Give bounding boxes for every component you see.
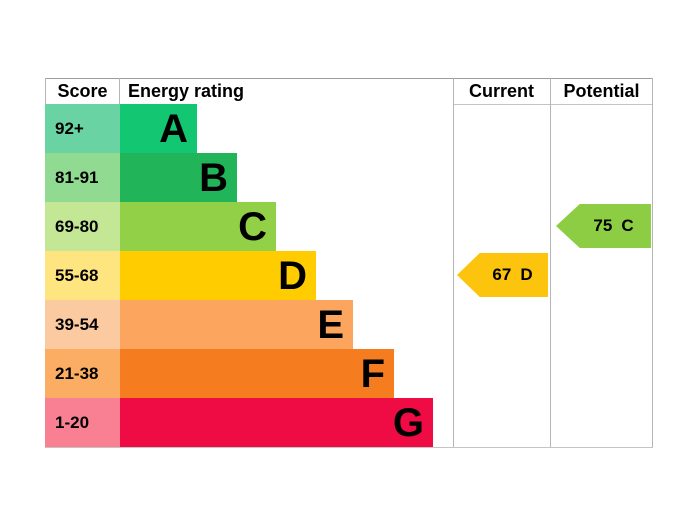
- score-column-divider: [119, 78, 120, 104]
- potential-column-divider: [550, 78, 551, 447]
- rating-bar-f: F: [120, 349, 394, 398]
- band-row-c: 69-80 C: [45, 202, 653, 251]
- score-range-b: 81-91: [45, 153, 120, 202]
- rating-letter-g: G: [392, 400, 424, 445]
- table-top-border: [45, 78, 653, 79]
- potential-score-value: 75: [593, 216, 613, 235]
- band-row-b: 81-91 B: [45, 153, 653, 202]
- current-rating-letter: D: [520, 265, 533, 284]
- header-energy-rating: Energy rating: [128, 81, 245, 101]
- rating-letter-b: B: [199, 155, 228, 200]
- rating-bar-a: A: [120, 104, 197, 153]
- score-range-a: 92+: [45, 104, 120, 153]
- header-current: Current: [468, 81, 534, 101]
- header-left-border: [45, 78, 46, 104]
- band-row-g: 1-20 G: [45, 398, 653, 447]
- rating-letter-c: C: [238, 204, 267, 249]
- band-row-f: 21-38 F: [45, 349, 653, 398]
- score-range-g: 1-20: [45, 398, 120, 447]
- band-row-a: 92+ A: [45, 104, 653, 153]
- score-range-e: 39-54: [45, 300, 120, 349]
- table-bottom-border: [45, 447, 653, 448]
- score-range-c: 69-80: [45, 202, 120, 251]
- rating-letter-d: D: [278, 253, 307, 298]
- rating-bar-e: E: [120, 300, 353, 349]
- rating-bar-c: C: [120, 202, 276, 251]
- current-rating-arrow: 67 D: [457, 253, 548, 297]
- rating-letter-e: E: [317, 302, 344, 347]
- rating-bar-b: B: [120, 153, 237, 202]
- header-underline: [453, 104, 653, 105]
- header-score: Score: [57, 81, 108, 101]
- score-range-d: 55-68: [45, 251, 120, 300]
- rating-letter-f: F: [360, 351, 385, 396]
- rating-letter-a: A: [159, 106, 188, 151]
- header-potential: Potential: [563, 81, 640, 101]
- rating-bar-g: G: [120, 398, 433, 447]
- current-column-divider: [453, 78, 454, 447]
- band-row-d: 55-68 D: [45, 251, 653, 300]
- potential-rating-letter: C: [621, 216, 634, 235]
- table-right-border: [652, 78, 653, 447]
- current-score-value: 67: [492, 265, 512, 284]
- band-row-e: 39-54 E: [45, 300, 653, 349]
- rating-bar-d: D: [120, 251, 316, 300]
- score-range-f: 21-38: [45, 349, 120, 398]
